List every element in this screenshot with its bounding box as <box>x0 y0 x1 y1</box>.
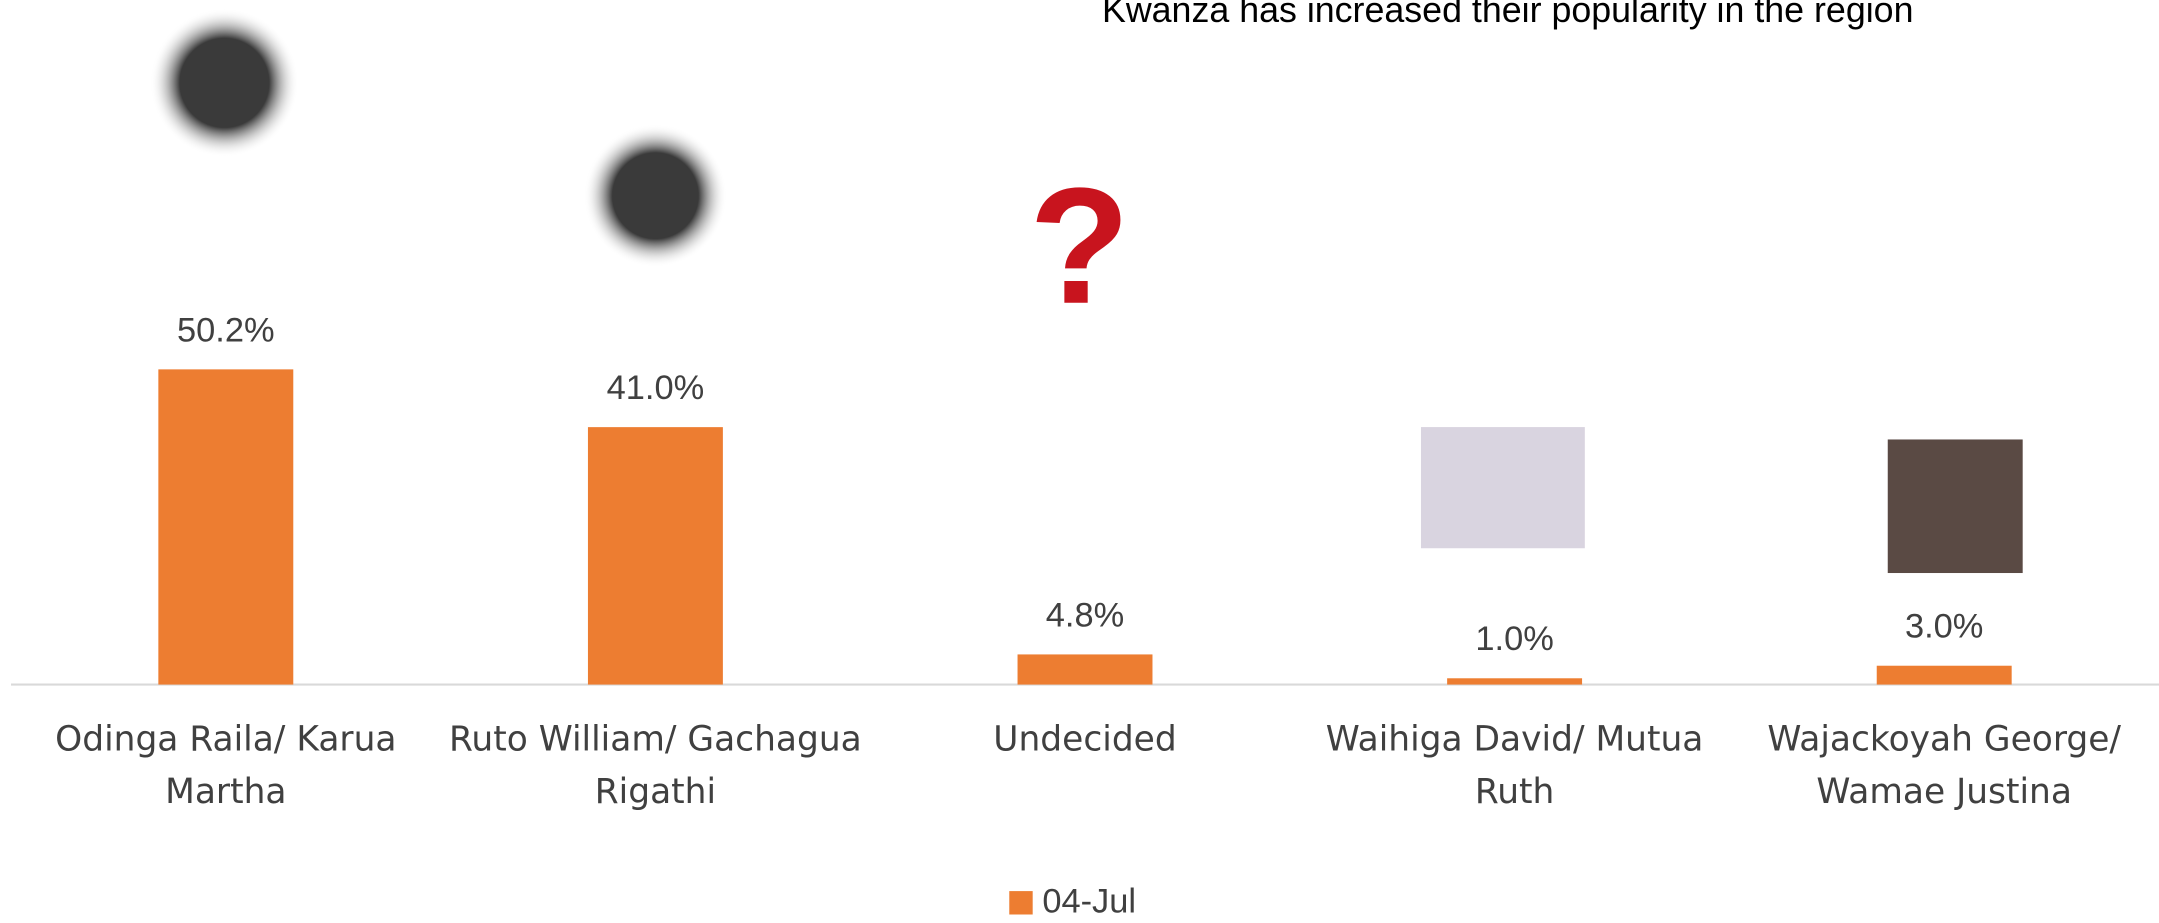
x-tick-label: Wajackoyah George/ Wamae Justina <box>1767 718 2122 812</box>
legend-label: 04-Jul <box>1042 883 1136 921</box>
chart-title: Kwanza has increased their popularity in… <box>1102 0 1914 30</box>
x-tick-label: Waihiga David/ Mutua Ruth <box>1325 718 1704 812</box>
x-tick-label: Ruto William/ Gachagua Rigathi <box>449 718 862 812</box>
candidate-photo <box>583 124 728 268</box>
x-tick-label-box: Waihiga David/ Mutua Ruth <box>1325 718 1704 812</box>
value-label: 41.0% <box>607 369 705 407</box>
bar <box>1876 665 2012 685</box>
value-label: 50.2% <box>177 311 275 349</box>
candidate-photo <box>1420 427 1585 549</box>
bar <box>587 427 723 685</box>
bar <box>1017 654 1153 685</box>
x-tick-label: Odinga Raila/ Karua Martha <box>55 718 397 812</box>
candidate-photo <box>1887 439 2023 574</box>
bar <box>1447 678 1583 685</box>
legend-swatch <box>1009 891 1033 915</box>
x-tick-label-box: Undecided <box>993 718 1177 759</box>
bar <box>158 369 294 685</box>
value-label: 4.8% <box>1046 596 1124 634</box>
question-icon: ? <box>1029 154 1130 339</box>
x-tick-label-box: Ruto William/ Gachagua Rigathi <box>449 718 862 812</box>
x-tick-label-box: Odinga Raila/ Karua Martha <box>55 718 397 812</box>
value-label: 3.0% <box>1905 608 1983 646</box>
x-tick-label-box: Wajackoyah George/ Wamae Justina <box>1767 718 2122 812</box>
x-tick-label: Undecided <box>993 718 1177 759</box>
candidate-photo <box>150 8 299 158</box>
value-label: 1.0% <box>1475 620 1553 658</box>
